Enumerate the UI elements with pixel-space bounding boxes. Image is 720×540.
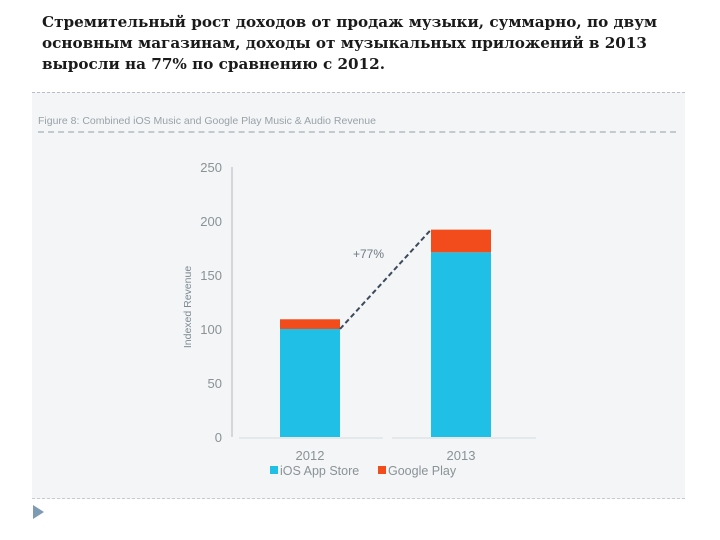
figure-panel	[32, 92, 685, 499]
y-axis-title: Indexed Revenue	[182, 266, 194, 348]
y-tick-label: 0	[215, 430, 222, 445]
bar-segment	[431, 229, 491, 253]
bar-segment	[280, 319, 340, 329]
figure-caption: Figure 8: Combined iOS Music and Google …	[38, 115, 376, 127]
y-tick-label: 200	[200, 214, 222, 229]
y-tick-label: 50	[208, 376, 222, 391]
x-tick-label: 2012	[296, 448, 325, 463]
legend-label: iOS App Store	[280, 464, 359, 478]
legend-swatch	[270, 466, 278, 474]
growth-annotation-label: +77%	[353, 247, 384, 261]
bar-segment	[280, 329, 340, 437]
x-tick-label: 2013	[447, 448, 476, 463]
growth-annotation-line	[339, 228, 432, 330]
y-tick-label: 150	[200, 268, 222, 283]
bar-segment	[431, 252, 491, 437]
caption-divider	[38, 131, 676, 133]
legend-label: Google Play	[388, 464, 457, 478]
y-tick-label: 250	[200, 160, 222, 175]
y-tick-label: 100	[200, 322, 222, 337]
legend-swatch	[378, 466, 386, 474]
slide-text: Стремительный рост доходов от продаж муз…	[42, 13, 658, 73]
next-slide-arrow-icon[interactable]	[33, 505, 44, 519]
